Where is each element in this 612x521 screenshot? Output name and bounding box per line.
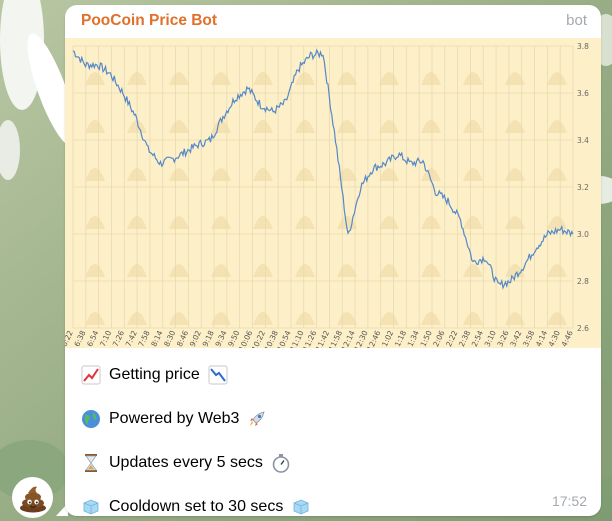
chart-watermark xyxy=(253,312,273,325)
price-chart-image[interactable]: 2.6 2.8 3.0 3.2 3.4 3.6 3.8 6:22 6:38 6:54 7:10 7:2… xyxy=(65,38,601,348)
chart-watermark xyxy=(253,168,273,181)
poop-icon xyxy=(19,486,46,512)
chart-watermark xyxy=(379,216,399,229)
sender-name[interactable]: PooCoin Price Bot xyxy=(81,12,218,29)
chart-watermark xyxy=(169,168,189,181)
chart-y-tick-label: 3.0 xyxy=(577,230,589,239)
ice-cube-icon xyxy=(291,497,311,516)
chart-watermark xyxy=(421,264,441,277)
chart-watermark xyxy=(253,216,273,229)
chart-watermark xyxy=(211,168,231,181)
chart-watermark xyxy=(505,216,525,229)
rocket-icon xyxy=(247,409,267,429)
chart-watermark xyxy=(85,264,105,277)
hourglass-icon xyxy=(81,453,101,473)
line-cooldown: Cooldown set to 30 secs xyxy=(109,498,284,515)
chart-watermark xyxy=(169,72,189,85)
chart-watermark xyxy=(463,264,483,277)
chart-watermark xyxy=(211,312,231,325)
chart-watermark xyxy=(295,264,315,277)
chart-watermark xyxy=(463,216,483,229)
globe-icon xyxy=(81,409,101,429)
chart-watermark xyxy=(547,168,567,181)
chart-watermark xyxy=(505,312,525,325)
chart-watermark xyxy=(505,120,525,133)
chart-watermark xyxy=(379,72,399,85)
chart-y-tick-label: 3.6 xyxy=(577,89,589,98)
chart-watermark xyxy=(253,120,273,133)
price-series-line xyxy=(72,48,574,290)
line-powered-by: Powered by Web3 xyxy=(109,410,240,427)
chart-watermark xyxy=(169,216,189,229)
chart-watermark xyxy=(211,216,231,229)
chart-watermark xyxy=(169,120,189,133)
chart-watermark xyxy=(85,216,105,229)
chart-background xyxy=(65,38,601,348)
stopwatch-icon xyxy=(271,453,291,473)
bot-badge: bot xyxy=(566,12,587,29)
chart-watermark xyxy=(379,120,399,133)
chart-y-tick-label: 3.4 xyxy=(577,136,589,145)
chart-y-tick-label: 2.6 xyxy=(577,324,589,333)
chart-watermark xyxy=(463,312,483,325)
chart-watermark xyxy=(421,216,441,229)
chart-watermark xyxy=(85,312,105,325)
chart-y-tick-label: 3.8 xyxy=(577,42,589,51)
chart-watermark xyxy=(547,72,567,85)
chart-watermark xyxy=(463,168,483,181)
chart-watermark xyxy=(547,264,567,277)
message-line: Powered by Web3 xyxy=(81,397,531,441)
chart-watermark xyxy=(169,312,189,325)
chart-watermark xyxy=(295,72,315,85)
chart-watermark xyxy=(421,120,441,133)
chart-watermark xyxy=(211,120,231,133)
chart-watermark xyxy=(295,216,315,229)
message-time: 17:52 xyxy=(551,493,587,509)
chart-decreasing-icon xyxy=(208,365,228,385)
chart-y-tick-label: 3.2 xyxy=(577,183,589,192)
chart-watermark xyxy=(547,120,567,133)
chart-watermark xyxy=(463,72,483,85)
chart-watermark xyxy=(85,72,105,85)
chart-watermark xyxy=(211,264,231,277)
chart-watermark xyxy=(169,264,189,277)
chart-watermark xyxy=(379,312,399,325)
chart-watermark xyxy=(463,120,483,133)
bot-avatar[interactable] xyxy=(12,477,53,518)
chart-watermark xyxy=(211,72,231,85)
price-chart: 2.62.83.03.23.43.63.86:226:386:547:107:2… xyxy=(65,38,601,348)
chart-watermark xyxy=(379,168,399,181)
chart-watermark xyxy=(295,120,315,133)
chart-watermark xyxy=(379,264,399,277)
line-updates: Updates every 5 secs xyxy=(109,454,263,471)
chart-watermark xyxy=(421,72,441,85)
chart-watermark xyxy=(253,264,273,277)
chart-watermark xyxy=(505,168,525,181)
chart-watermark xyxy=(295,168,315,181)
chart-x-tick-label: 6:22 xyxy=(65,329,75,348)
chart-watermark xyxy=(295,312,315,325)
chart-increasing-icon xyxy=(81,365,101,385)
message-line: Updates every 5 secs xyxy=(81,441,531,485)
message-bubble[interactable]: PooCoin Price Bot bot 2.6 2.8 3.0 3.2 3.4 3.6… xyxy=(65,5,601,516)
ice-cube-icon xyxy=(81,497,101,516)
chart-watermark xyxy=(505,264,525,277)
chart-watermark xyxy=(85,168,105,181)
chart-watermark xyxy=(85,120,105,133)
chart-watermark xyxy=(547,312,567,325)
message-line: Getting price xyxy=(81,353,531,397)
line-getting-price: Getting price xyxy=(109,366,200,383)
message-line: Cooldown set to 30 secs xyxy=(81,485,531,516)
message-text: Getting price Powered by Web3 Updates ev… xyxy=(81,353,531,516)
chart-watermark xyxy=(421,312,441,325)
chart-watermark xyxy=(505,72,525,85)
chart-y-tick-label: 2.8 xyxy=(577,277,589,286)
chart-watermark xyxy=(253,72,273,85)
